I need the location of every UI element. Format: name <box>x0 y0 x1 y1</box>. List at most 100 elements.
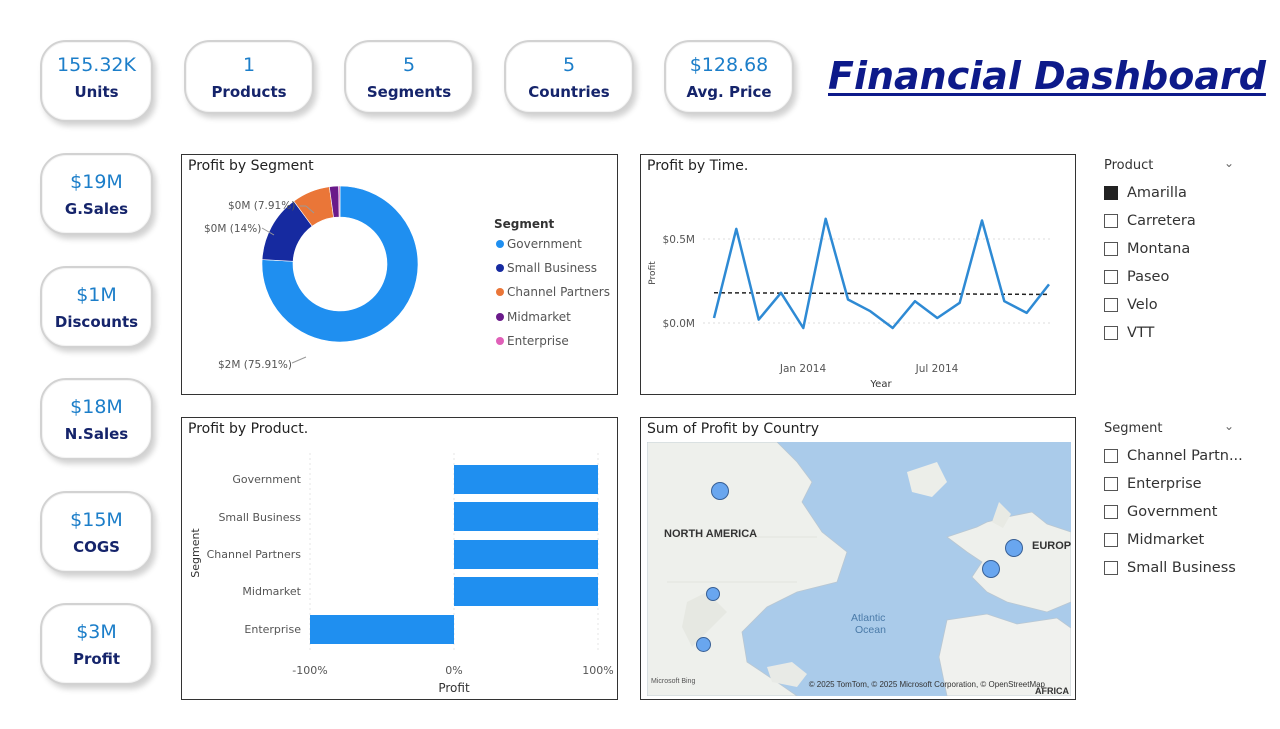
checkbox[interactable] <box>1104 477 1118 491</box>
north-america-label: NORTH AMERICA <box>664 528 758 540</box>
y-axis-label: Segment <box>189 528 202 578</box>
checkbox[interactable] <box>1104 270 1118 284</box>
bar-enterprise[interactable] <box>310 615 454 644</box>
kpi-discounts-card[interactable]: $1M Discounts <box>40 266 153 348</box>
y-axis-label: Profit <box>648 261 658 285</box>
checkbox[interactable] <box>1104 298 1118 312</box>
legend-item-small-business[interactable]: Small Business <box>496 261 597 275</box>
country-bubble-usa[interactable] <box>706 587 720 601</box>
slicer-option-enterprise[interactable]: Enterprise <box>1104 470 1244 498</box>
x-axis-label: Profit <box>438 681 470 695</box>
checkbox[interactable] <box>1104 561 1118 575</box>
panel-title: Profit by Product. <box>188 421 309 437</box>
svg-text:Small Business: Small Business <box>507 261 597 275</box>
kpi-label: Discounts <box>54 313 139 331</box>
panel-title: Profit by Time. <box>647 158 749 174</box>
profit-by-time-panel[interactable]: Profit by Time. $0.5M $0.0M Profit Jan 2… <box>640 154 1076 395</box>
kpi-countries-card[interactable]: 5 Countries <box>504 40 634 114</box>
legend-item-government[interactable]: Government <box>496 237 582 251</box>
checkbox[interactable] <box>1104 449 1118 463</box>
europe-label: EUROPI <box>1032 540 1071 552</box>
kpi-label: G.Sales <box>64 200 129 218</box>
category-label: Small Business <box>218 511 301 524</box>
chevron-down-icon[interactable]: ⌄ <box>1223 419 1234 433</box>
ocean-label: Atlantic <box>851 612 886 624</box>
kpi-value: $15M <box>70 509 123 531</box>
bar-midmarket[interactable] <box>454 577 598 606</box>
chevron-down-icon[interactable]: ⌄ <box>1223 156 1234 170</box>
map-view[interactable]: NORTH AMERICA EUROPI Atlantic Ocean AFRI… <box>647 442 1071 696</box>
slicer-option-paseo[interactable]: Paseo <box>1104 263 1244 291</box>
checkbox[interactable] <box>1104 242 1118 256</box>
country-bubble-canada[interactable] <box>711 482 729 500</box>
legend-title: Segment <box>494 217 555 231</box>
kpi-profit-card[interactable]: $3M Profit <box>40 603 153 685</box>
country-bubble-germany[interactable] <box>1005 539 1023 557</box>
svg-text:Enterprise: Enterprise <box>507 334 569 348</box>
kpi-cogs-card[interactable]: $15M COGS <box>40 491 153 573</box>
slicer-option-vtt[interactable]: VTT <box>1104 319 1244 347</box>
profit-by-segment-panel[interactable]: Profit by Segment $0M (7.91%) $0M (14%) … <box>181 154 618 395</box>
bar-chart[interactable]: Government Small Business Channel Partne… <box>182 418 616 698</box>
slicer-header[interactable]: Segment ⌄ <box>1104 419 1234 436</box>
kpi-avg-price-card[interactable]: $128.68 Avg. Price <box>664 40 794 114</box>
kpi-label: Profit <box>73 650 120 668</box>
profit-by-country-panel[interactable]: Sum of Profit by Country NORTH AMERICA E… <box>640 417 1076 700</box>
kpi-products-card[interactable]: 1 Products <box>184 40 314 114</box>
bar-channel-partners[interactable] <box>454 540 598 569</box>
x-tick-label: 0% <box>445 664 462 677</box>
legend-item-enterprise[interactable]: Enterprise <box>496 334 569 348</box>
donut-slice-government[interactable] <box>261 185 419 343</box>
slicer-option-small-business[interactable]: Small Business <box>1104 554 1244 582</box>
kpi-label: Segments <box>366 83 452 101</box>
legend-item-channel-partners[interactable]: Channel Partners <box>496 285 610 299</box>
product-slicer[interactable]: Product ⌄ Amarilla Carretera Montana Pas… <box>1104 156 1244 347</box>
checkbox[interactable] <box>1104 326 1118 340</box>
dashboard-title: Financial Dashboard <box>828 54 1266 98</box>
checkbox[interactable] <box>1104 533 1118 547</box>
y-tick-label: $0.5M <box>663 234 695 246</box>
bar-small-business[interactable] <box>454 502 598 531</box>
bar-government[interactable] <box>454 465 598 494</box>
donut-chart[interactable]: $0M (7.91%) $0M (14%) $2M (75.91%) Segme… <box>182 155 616 393</box>
x-axis-label: Year <box>869 379 892 390</box>
profit-by-product-panel[interactable]: Profit by Product. Government Small Busi… <box>181 417 618 700</box>
panel-title: Sum of Profit by Country <box>647 421 819 437</box>
map-attribution[interactable]: © 2025 TomTom, © 2025 Microsoft Corporat… <box>808 680 1045 689</box>
kpi-segments-card[interactable]: 5 Segments <box>344 40 474 114</box>
checkbox[interactable] <box>1104 505 1118 519</box>
country-bubble-mexico[interactable] <box>696 637 711 652</box>
label-small-business: $0M (14%) <box>204 223 261 235</box>
kpi-value: 155.32K <box>57 54 136 76</box>
kpi-value: $1M <box>76 284 117 306</box>
country-bubble-france[interactable] <box>982 560 1000 578</box>
slicer-option-carretera[interactable]: Carretera <box>1104 207 1244 235</box>
checkbox-checked[interactable] <box>1104 186 1118 200</box>
kpi-gross-sales-card[interactable]: $19M G.Sales <box>40 153 153 235</box>
legend-item-midmarket[interactable]: Midmarket <box>496 310 571 324</box>
map-land <box>647 442 1071 696</box>
kpi-net-sales-card[interactable]: $18M N.Sales <box>40 378 153 460</box>
slicer-option-midmarket[interactable]: Midmarket <box>1104 526 1244 554</box>
panel-title: Profit by Segment <box>188 158 314 174</box>
slicer-option-government[interactable]: Government <box>1104 498 1244 526</box>
slicer-option-channel-partners[interactable]: Channel Partn... <box>1104 442 1244 470</box>
slicer-option-montana[interactable]: Montana <box>1104 235 1244 263</box>
kpi-label: Products <box>211 83 287 101</box>
slicer-option-velo[interactable]: Velo <box>1104 291 1244 319</box>
kpi-value: 1 <box>242 54 256 76</box>
kpi-label: Avg. Price <box>686 83 772 101</box>
slicer-header[interactable]: Product ⌄ <box>1104 156 1234 173</box>
checkbox[interactable] <box>1104 214 1118 228</box>
slicer-option-amarilla[interactable]: Amarilla <box>1104 179 1244 207</box>
kpi-label: COGS <box>73 538 120 556</box>
kpi-value: $18M <box>70 396 123 418</box>
category-label: Channel Partners <box>207 548 302 561</box>
donut-slice-enterprise[interactable] <box>338 185 341 218</box>
line-chart[interactable]: $0.5M $0.0M Profit Jan 2014 Jul 2014 Yea… <box>641 155 1074 393</box>
svg-text:Channel Partners: Channel Partners <box>507 285 610 299</box>
kpi-units-card[interactable]: 155.32K Units <box>40 40 153 122</box>
category-label: Midmarket <box>242 585 301 598</box>
kpi-label: N.Sales <box>64 425 129 443</box>
segment-slicer[interactable]: Segment ⌄ Channel Partn... Enterprise Go… <box>1104 419 1244 582</box>
